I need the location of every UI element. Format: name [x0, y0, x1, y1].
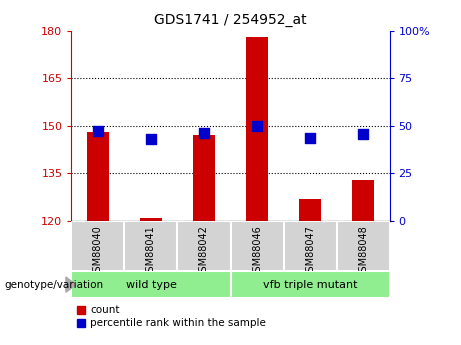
Text: GSM88048: GSM88048: [358, 225, 368, 277]
Text: vfb triple mutant: vfb triple mutant: [263, 280, 357, 289]
Polygon shape: [66, 277, 76, 292]
Text: GSM88041: GSM88041: [146, 225, 156, 277]
Text: genotype/variation: genotype/variation: [5, 280, 104, 289]
Bar: [246, 37, 267, 221]
Point: [94, 128, 101, 134]
Point: [306, 136, 313, 141]
Bar: [124, 221, 177, 271]
Bar: [193, 136, 214, 221]
Point: [359, 132, 366, 137]
Legend: count, percentile rank within the sample: count, percentile rank within the sample: [77, 305, 266, 328]
Point: [148, 136, 155, 142]
Text: GSM88040: GSM88040: [93, 225, 103, 277]
Point: [200, 130, 207, 135]
Text: GSM88047: GSM88047: [305, 225, 315, 278]
Bar: [337, 221, 390, 271]
Text: GSM88042: GSM88042: [199, 225, 209, 278]
Bar: [71, 271, 230, 298]
Bar: [140, 218, 161, 221]
Bar: [284, 221, 337, 271]
Bar: [230, 271, 390, 298]
Text: GSM88046: GSM88046: [252, 225, 262, 277]
Point: [254, 123, 261, 129]
Bar: [177, 221, 230, 271]
Title: GDS1741 / 254952_at: GDS1741 / 254952_at: [154, 13, 307, 27]
Bar: [87, 132, 108, 221]
Text: wild type: wild type: [125, 280, 177, 289]
Bar: [71, 221, 124, 271]
Bar: [352, 180, 373, 221]
Bar: [299, 199, 320, 221]
Bar: [230, 221, 284, 271]
